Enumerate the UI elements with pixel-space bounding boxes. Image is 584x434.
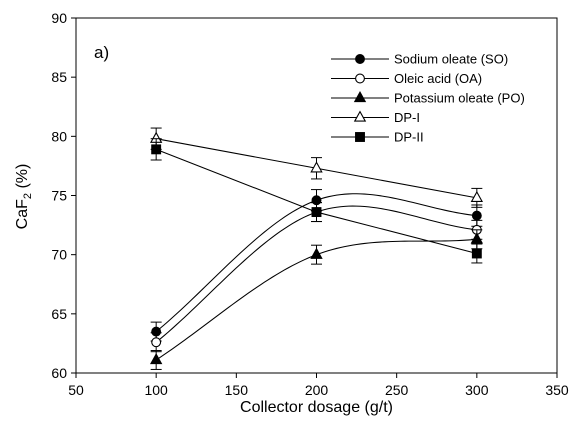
legend-label: Oleic acid (OA): [394, 71, 482, 86]
y-tick-label: 75: [51, 188, 67, 204]
x-tick-label: 50: [68, 382, 84, 398]
legend-item: DP-I: [331, 110, 420, 125]
legend-label: DP-II: [394, 130, 424, 145]
data-point: [149, 352, 163, 365]
legend: Sodium oleate (SO) Oleic acid (OA) Potassi…: [331, 52, 525, 145]
x-axis-label: Collector dosage (g/t): [240, 399, 393, 416]
data-point: [311, 207, 322, 218]
data-point: [151, 337, 162, 348]
legend-item: Oleic acid (OA): [331, 71, 482, 86]
legend-item: Sodium oleate (SO): [331, 52, 508, 67]
legend-label: DP-I: [394, 110, 420, 125]
x-tick-label: 300: [465, 382, 489, 398]
x-tick-label: 150: [225, 382, 249, 398]
legend-item: DP-II: [331, 130, 424, 145]
legend-marker: [355, 73, 365, 84]
data-point: [310, 161, 323, 173]
series-2: [150, 202, 483, 353]
y-axis-label-main: CaF: [14, 199, 31, 229]
legend-label: Sodium oleate (SO): [394, 52, 508, 67]
y-tick-label: 90: [51, 10, 67, 26]
y-tick-label: 80: [51, 128, 67, 144]
series-line: [155, 205, 477, 343]
chart-axes: 50 100 150 200 250 300 350 60 65 70 75 80 85 90 Collec…: [14, 10, 569, 416]
x-tick-label: 350: [545, 382, 569, 398]
legend-label: Potassium oleate (PO): [394, 91, 525, 106]
x-ticks: 50 100 150 200 250 300 350: [68, 373, 569, 398]
y-axis-label-subscript: 2: [22, 193, 34, 199]
data-point: [151, 144, 162, 155]
legend-marker: [355, 132, 365, 142]
series-3: [149, 229, 484, 370]
y-tick-label: 85: [51, 69, 67, 85]
y-tick-label: 70: [51, 247, 67, 263]
legend-marker: [353, 90, 367, 103]
y-tick-label: 65: [51, 306, 67, 322]
legend-marker: [353, 110, 367, 122]
y-tick-label: 60: [51, 365, 67, 381]
data-point: [310, 247, 323, 259]
y-axis-label: CaF2 (%): [14, 164, 34, 230]
x-tick-label: 250: [385, 382, 409, 398]
panel-annotation: a): [94, 43, 109, 62]
data-point: [470, 232, 484, 244]
x-tick-label: 100: [144, 382, 168, 398]
series-5: [150, 138, 483, 264]
series-group: [149, 127, 484, 370]
y-ticks: 60 65 70 75 80 85 90: [51, 10, 76, 381]
x-tick-label: 200: [305, 382, 329, 398]
y-axis-label-suffix: (%): [14, 164, 31, 193]
data-point: [471, 248, 482, 259]
legend-item: Potassium oleate (PO): [331, 91, 525, 106]
data-point: [471, 210, 482, 221]
legend-marker: [355, 54, 365, 64]
data-point: [470, 190, 484, 203]
